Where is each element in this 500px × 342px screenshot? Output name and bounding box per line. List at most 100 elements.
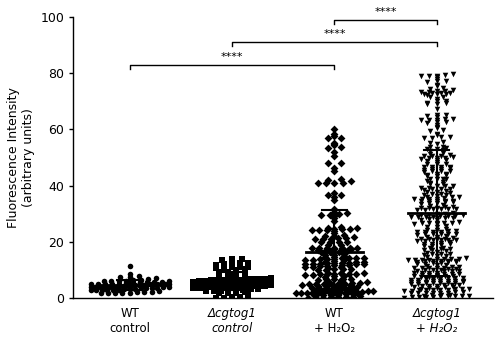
Point — [323, 256, 331, 261]
Point — [330, 149, 338, 155]
Point — [433, 224, 441, 230]
Point — [337, 177, 345, 182]
Point — [330, 256, 338, 261]
Point — [219, 277, 227, 283]
Point — [115, 281, 123, 286]
Point — [364, 289, 372, 294]
Point — [433, 173, 441, 179]
Point — [437, 168, 445, 174]
Point — [353, 285, 361, 290]
Point — [330, 166, 338, 171]
Point — [426, 182, 434, 187]
Point — [423, 263, 431, 268]
Point — [429, 280, 437, 286]
Point — [416, 118, 424, 123]
Point — [228, 256, 236, 262]
Point — [424, 236, 432, 241]
Point — [428, 251, 436, 256]
Point — [90, 285, 98, 290]
Point — [442, 193, 450, 198]
Point — [241, 289, 249, 295]
Point — [407, 277, 415, 283]
Point — [255, 276, 263, 281]
Point — [414, 259, 422, 265]
Point — [418, 272, 426, 277]
Point — [423, 100, 431, 105]
Point — [442, 98, 450, 104]
Point — [414, 290, 422, 296]
Point — [338, 245, 346, 251]
Point — [442, 157, 450, 163]
Point — [200, 285, 208, 290]
Point — [422, 287, 430, 292]
Point — [426, 145, 434, 150]
Point — [146, 282, 154, 287]
Point — [349, 294, 357, 300]
Point — [414, 281, 422, 286]
Point — [337, 193, 345, 198]
Point — [416, 217, 424, 222]
Point — [236, 261, 244, 266]
Point — [452, 289, 460, 294]
Point — [426, 246, 434, 251]
Point — [87, 281, 95, 287]
Point — [352, 255, 360, 261]
Point — [444, 278, 452, 284]
Point — [338, 276, 346, 282]
Point — [425, 283, 433, 288]
Point — [346, 226, 354, 231]
Point — [423, 162, 431, 167]
Point — [418, 270, 426, 275]
Point — [446, 241, 454, 247]
Point — [424, 205, 432, 211]
Point — [407, 279, 415, 285]
Point — [444, 287, 452, 292]
Point — [426, 128, 434, 134]
Point — [437, 241, 445, 246]
Point — [132, 286, 140, 291]
Point — [446, 292, 454, 297]
Point — [154, 282, 162, 287]
Point — [232, 280, 240, 286]
Point — [440, 282, 448, 288]
Point — [100, 278, 108, 284]
Point — [330, 213, 338, 219]
Point — [330, 283, 338, 288]
Point — [238, 256, 246, 262]
Point — [324, 271, 332, 276]
Point — [330, 143, 338, 148]
Point — [130, 277, 138, 283]
Point — [330, 234, 338, 239]
Point — [439, 85, 447, 91]
Point — [353, 245, 361, 250]
Point — [352, 271, 360, 276]
Point — [324, 178, 332, 183]
Point — [429, 229, 437, 235]
Point — [330, 252, 338, 258]
Point — [220, 262, 228, 267]
Point — [422, 281, 430, 286]
Point — [448, 264, 456, 269]
Point — [316, 272, 324, 277]
Point — [330, 141, 338, 147]
Point — [426, 148, 434, 154]
Point — [444, 275, 452, 281]
Point — [195, 279, 203, 284]
Point — [423, 173, 431, 179]
Text: ****: **** — [221, 52, 244, 62]
Point — [338, 271, 345, 276]
Point — [231, 277, 239, 282]
Point — [426, 141, 434, 146]
Point — [129, 280, 137, 286]
Point — [334, 236, 342, 241]
Point — [414, 232, 422, 238]
Point — [458, 289, 466, 294]
Point — [446, 166, 454, 171]
Point — [433, 196, 441, 202]
Point — [324, 161, 332, 166]
Point — [451, 293, 459, 299]
Point — [322, 283, 330, 289]
Point — [433, 200, 441, 206]
Point — [456, 282, 464, 288]
Point — [320, 281, 328, 287]
